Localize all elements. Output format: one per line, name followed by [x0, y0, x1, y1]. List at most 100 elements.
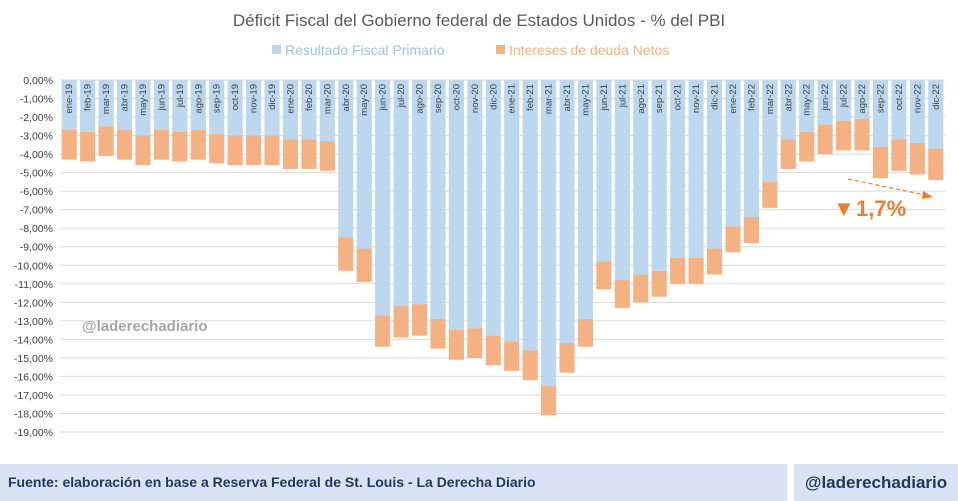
bar-primary-balance [467, 80, 483, 329]
x-tick-label: may-20 [359, 84, 370, 116]
bar-primary-balance [98, 80, 114, 127]
y-tick-label: -8,00% [20, 223, 53, 235]
x-tick-label: jul-21 [617, 84, 628, 108]
bar-primary-balance [393, 80, 409, 307]
x-tick-label: ene-22 [728, 84, 739, 114]
y-tick-label: -11,00% [15, 279, 53, 291]
bar-primary-balance [485, 80, 501, 336]
bar-primary-balance [264, 80, 280, 136]
bar-net-interest [338, 237, 354, 271]
y-tick-label: -5,00% [20, 168, 53, 180]
bar-net-interest [375, 315, 391, 347]
x-tick-label: abr-20 [341, 84, 352, 111]
bar-primary-balance [780, 80, 796, 140]
bar-primary-balance [799, 80, 815, 132]
y-tick-label: -4,00% [20, 149, 53, 161]
x-tick-label: nov-20 [470, 84, 481, 113]
x-tick-label: mar-21 [544, 84, 555, 114]
bar-net-interest [872, 146, 889, 179]
x-tick-label: dic-21 [710, 84, 721, 110]
bar-primary-balance [836, 80, 852, 121]
bar-net-interest [909, 142, 925, 175]
bar-net-interest [651, 270, 667, 297]
x-tick-label: may-21 [580, 84, 591, 116]
bar-net-interest [116, 130, 133, 160]
bar-primary-balance [522, 80, 538, 351]
y-tick-label: -13,00% [14, 316, 53, 328]
bar-net-interest [559, 343, 575, 373]
bar-primary-balance [762, 80, 778, 182]
y-tick-label: -7,00% [20, 205, 53, 217]
bar-primary-balance [209, 80, 225, 134]
bar-primary-balance [614, 80, 630, 281]
x-tick-label: may-19 [138, 84, 149, 116]
bar-net-interest [743, 217, 759, 244]
x-tick-label: ago-20 [415, 84, 426, 114]
bar-net-interest [596, 261, 612, 290]
y-tick-label: -15,00% [14, 353, 53, 365]
bar-primary-balance [116, 80, 133, 131]
bar-primary-balance [448, 80, 464, 331]
bar-primary-balance [504, 80, 520, 342]
bar-net-interest [190, 130, 206, 160]
x-tick-label: feb-21 [525, 84, 536, 111]
x-tick-label: oct-20 [451, 84, 462, 110]
bar-net-interest [522, 350, 538, 381]
bar-net-interest [780, 139, 796, 169]
bar-primary-balance [61, 80, 77, 131]
y-axis: 0,00% -1,00% -2,00% -3,00% -4,00% -5,00% -6,00… [14, 75, 53, 439]
bar-net-interest [98, 126, 114, 156]
x-tick-label: sep-20 [433, 84, 444, 113]
x-tick-label: sep-19 [212, 84, 223, 113]
legend-swatch [272, 45, 281, 54]
y-tick-label: -9,00% [20, 242, 53, 254]
x-tick-label: mar-19 [101, 84, 112, 114]
bar-net-interest [577, 318, 594, 347]
x-tick-label: dic-20 [488, 84, 499, 110]
footer-source: Fuente: elaboración en base a Reserva Fe… [0, 464, 787, 501]
bar-primary-balance [172, 80, 188, 132]
y-tick-label: -16,00% [14, 371, 53, 383]
x-tick-label: ago-22 [857, 84, 868, 114]
y-tick-label: -6,00% [20, 186, 53, 198]
bar-primary-balance [301, 80, 317, 140]
bar-net-interest [706, 248, 723, 275]
bar-primary-balance [356, 80, 372, 249]
annotation-value: 1,7% [856, 196, 906, 221]
bar-net-interest [393, 306, 409, 338]
bar-primary-balance [909, 80, 925, 143]
bar-primary-balance [430, 80, 446, 319]
bar-net-interest [282, 139, 299, 169]
bar-primary-balance [153, 80, 169, 131]
x-tick-label: jul-19 [175, 84, 186, 108]
x-tick-label: feb-20 [304, 84, 315, 111]
bar-primary-balance [596, 80, 612, 262]
bar-primary-balance [411, 80, 428, 305]
x-tick-label: may-22 [802, 84, 813, 116]
bar-primary-balance [891, 80, 907, 140]
bar-net-interest [817, 124, 833, 155]
bar-net-interest [891, 139, 907, 171]
x-tick-label: sep-22 [875, 84, 886, 113]
x-tick-label: feb-22 [746, 84, 757, 111]
chart-title: Déficit Fiscal del Gobierno federal de E… [233, 11, 725, 30]
bar-primary-balance [135, 80, 151, 136]
x-tick-label: ene-20 [285, 84, 296, 114]
bar-net-interest [246, 135, 262, 166]
bar-primary-balance [559, 80, 575, 344]
x-tick-label: mar-22 [765, 84, 776, 114]
bar-primary-balance [319, 80, 335, 142]
bar-net-interest [836, 120, 852, 151]
gridlines [60, 79, 945, 433]
bar-net-interest [61, 130, 77, 160]
y-tick-label: -19,00% [14, 427, 53, 439]
bar-net-interest [541, 385, 557, 416]
footer: Fuente: elaboración en base a Reserva Fe… [0, 464, 958, 501]
x-tick-label: oct-22 [894, 84, 905, 110]
x-tick-label: jun-21 [599, 84, 610, 111]
bar-net-interest [762, 181, 778, 208]
x-tick-label: jul-20 [396, 84, 407, 108]
legend-label: Intereses de deuda Netos [509, 42, 669, 58]
x-tick-label: ago-19 [193, 84, 204, 114]
y-tick-label: -14,00% [14, 334, 53, 346]
